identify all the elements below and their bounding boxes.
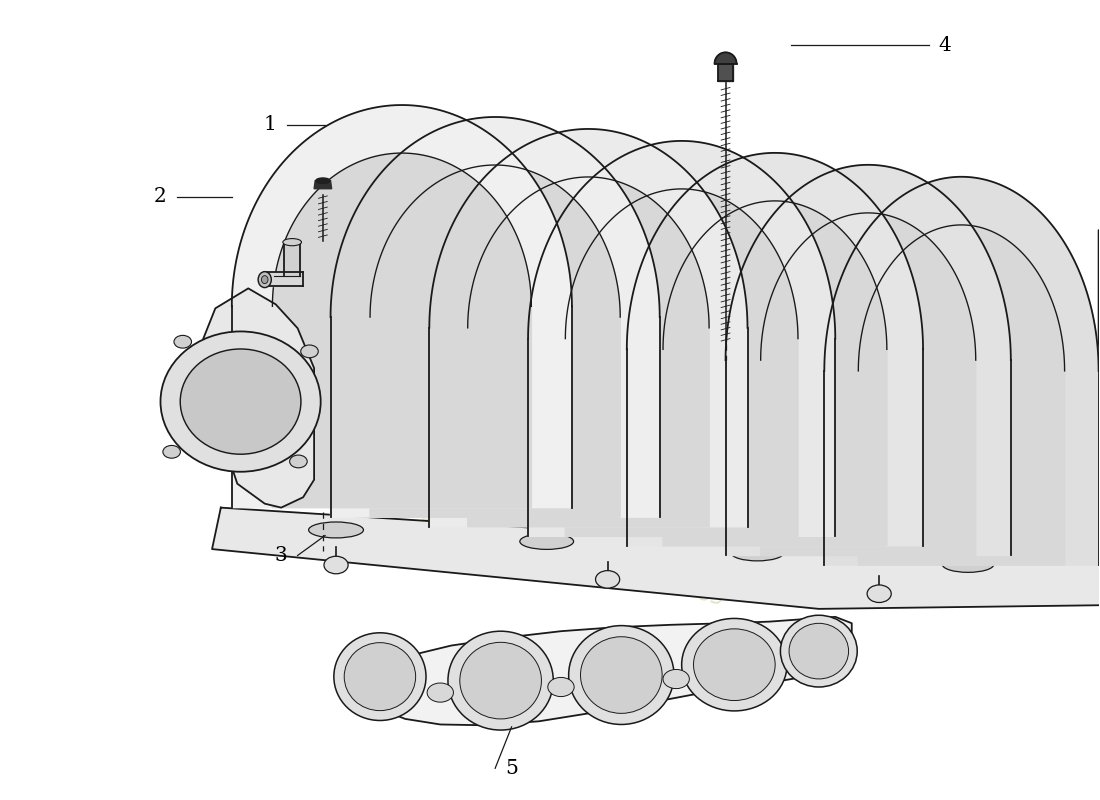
Polygon shape: [663, 201, 887, 546]
Text: 1: 1: [264, 115, 276, 134]
Ellipse shape: [180, 349, 301, 454]
Polygon shape: [265, 273, 304, 286]
Polygon shape: [285, 245, 300, 277]
Ellipse shape: [682, 618, 786, 711]
Text: 4: 4: [938, 36, 952, 54]
Polygon shape: [273, 153, 531, 508]
Ellipse shape: [333, 633, 426, 721]
Ellipse shape: [569, 626, 674, 725]
Ellipse shape: [693, 629, 776, 701]
Polygon shape: [315, 181, 332, 189]
Ellipse shape: [520, 534, 573, 550]
Polygon shape: [468, 177, 710, 526]
Circle shape: [324, 556, 348, 574]
Polygon shape: [370, 165, 620, 517]
Polygon shape: [715, 53, 737, 63]
Polygon shape: [201, 288, 315, 508]
Polygon shape: [858, 225, 1065, 565]
Ellipse shape: [581, 637, 662, 714]
Polygon shape: [1099, 230, 1100, 565]
Ellipse shape: [732, 545, 783, 561]
Circle shape: [867, 585, 891, 602]
Circle shape: [663, 670, 690, 689]
Text: a passion for parts since 1985: a passion for parts since 1985: [417, 509, 727, 610]
Polygon shape: [718, 63, 734, 81]
Circle shape: [289, 455, 307, 468]
Polygon shape: [528, 141, 835, 536]
Ellipse shape: [780, 615, 857, 687]
Polygon shape: [343, 617, 851, 726]
Ellipse shape: [262, 276, 268, 284]
Polygon shape: [331, 117, 660, 517]
Polygon shape: [824, 177, 1099, 565]
Circle shape: [300, 345, 318, 358]
Text: PARTS: PARTS: [502, 372, 993, 507]
Polygon shape: [627, 153, 923, 546]
Text: 5: 5: [505, 759, 518, 778]
Text: 2: 2: [154, 187, 167, 206]
Ellipse shape: [309, 522, 363, 538]
Ellipse shape: [258, 272, 272, 287]
Ellipse shape: [161, 331, 321, 472]
Text: EURO: EURO: [531, 237, 964, 372]
Ellipse shape: [460, 642, 541, 719]
Text: 3: 3: [275, 546, 287, 565]
Circle shape: [595, 570, 619, 588]
Polygon shape: [232, 105, 572, 508]
Polygon shape: [726, 165, 1011, 555]
Ellipse shape: [943, 557, 993, 572]
Circle shape: [174, 335, 191, 348]
Circle shape: [548, 678, 574, 697]
Polygon shape: [429, 129, 748, 526]
Ellipse shape: [316, 178, 330, 183]
Polygon shape: [761, 213, 976, 555]
Circle shape: [163, 446, 180, 458]
Ellipse shape: [448, 631, 553, 730]
Circle shape: [427, 683, 453, 702]
Ellipse shape: [789, 623, 848, 679]
Polygon shape: [212, 508, 1100, 609]
Ellipse shape: [344, 642, 416, 710]
Polygon shape: [565, 189, 798, 536]
Ellipse shape: [283, 238, 301, 246]
